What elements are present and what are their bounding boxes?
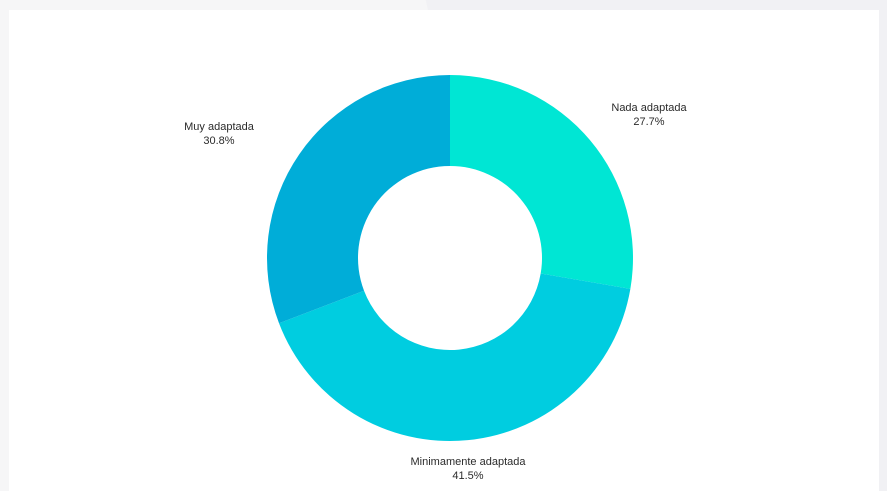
donut-chart: Nada adaptada 27.7% Minimamente adaptada 41… [184, 75, 687, 482]
slice-percent-muy-adaptada: 30.8% [203, 135, 234, 147]
slice-percent-nada-adaptada: 27.7% [633, 116, 664, 128]
slice-label-muy-adaptada: Muy adaptada [184, 121, 255, 133]
slice-minimamente-adaptada[interactable] [279, 273, 631, 441]
slice-label-minimamente-adaptada: Minimamente adaptada [411, 456, 527, 468]
slice-percent-minimamente-adaptada: 41.5% [452, 470, 483, 482]
slice-label-nada-adaptada: Nada adaptada [611, 102, 687, 114]
slice-muy-adaptada[interactable] [266, 75, 450, 324]
slice-nada-adaptada[interactable] [450, 75, 634, 289]
chart-card: Nada adaptada 27.7% Minimamente adaptada 41… [9, 10, 879, 491]
